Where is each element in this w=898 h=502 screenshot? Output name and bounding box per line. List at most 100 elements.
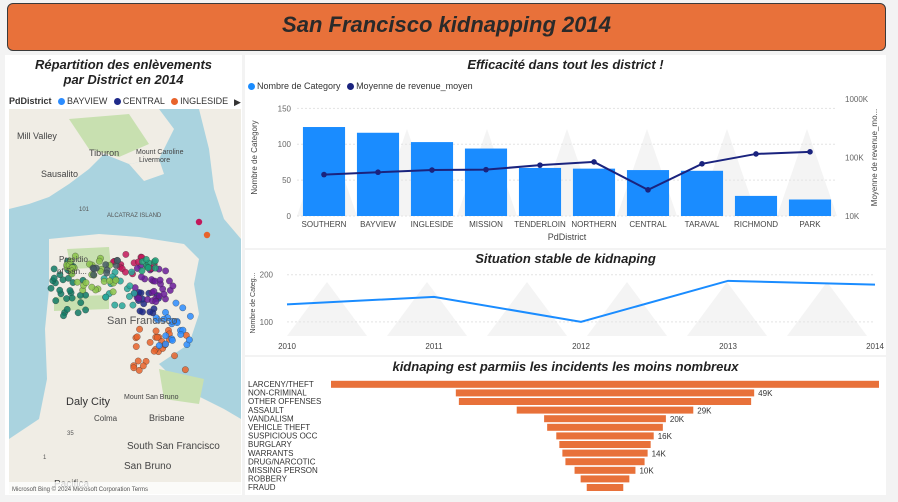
bar-taraval xyxy=(681,171,723,216)
map-label-brisbane: Brisbane xyxy=(149,413,185,423)
trend-line xyxy=(287,281,875,322)
district-point xyxy=(187,313,193,319)
district-point xyxy=(153,328,159,334)
district-point xyxy=(138,274,144,280)
funnel-bar-robbery xyxy=(581,475,630,482)
combo-legend-revenue[interactable]: Moyenne de revenue_moyen xyxy=(356,81,473,91)
map-legend-label: PdDistrict xyxy=(9,96,52,106)
y-tick-label: 100 xyxy=(278,140,292,149)
district-point xyxy=(75,310,81,316)
map-label-san-bruno: San Bruno xyxy=(124,461,172,472)
incident-funnel-chart: LARCENY/THEFTNON-CRIMINAL 49KOTHER OFFENS… xyxy=(245,375,886,495)
x-tick-label: 2013 xyxy=(719,342,737,351)
x-tick-label: TARAVAL xyxy=(685,220,720,229)
district-point xyxy=(106,278,112,284)
x-tick-label: NORTHERN xyxy=(571,220,616,229)
district-point xyxy=(136,295,142,301)
map-legend: PdDistrict BAYVIEW CENTRAL INGLESIDE xyxy=(9,96,228,106)
district-point xyxy=(63,295,69,301)
funnel-bar-assault xyxy=(517,407,694,414)
incident-funnel-panel: kidnaping est parmiis les incidents les … xyxy=(245,357,886,495)
map-label-mill-valley: Mill Valley xyxy=(17,131,57,141)
district-point xyxy=(204,232,210,238)
map-title-line1: Répartition des enlèvements xyxy=(5,57,242,72)
x-tick-label: 2011 xyxy=(425,342,443,351)
district-point xyxy=(57,287,63,293)
bg-hex-decoration xyxy=(487,282,567,336)
district-point xyxy=(89,284,95,290)
revenue-point-taraval xyxy=(699,161,705,167)
district-point xyxy=(123,251,129,257)
district-point xyxy=(48,285,54,291)
funnel-category-label: FRAUD xyxy=(248,483,276,492)
bar-ingleside xyxy=(411,142,453,216)
district-point xyxy=(90,272,96,278)
district-point xyxy=(130,302,136,308)
y-tick-label: 0 xyxy=(287,212,292,221)
y2-tick-label: 10K xyxy=(845,212,860,221)
legend-dot-ingleside xyxy=(171,98,178,105)
legend-dot-count xyxy=(248,83,255,90)
y-tick-label: 200 xyxy=(260,271,274,280)
funnel-data-label: 29K xyxy=(697,406,712,415)
district-point xyxy=(177,331,183,337)
map-attribution: Microsoft Bing © 2024 Microsoft Corporat… xyxy=(12,486,148,493)
combo-legend-count[interactable]: Nombre de Category xyxy=(257,81,341,91)
district-point xyxy=(161,291,167,297)
funnel-bar-drug-narcotic xyxy=(565,458,644,465)
legend-next-arrow-icon[interactable]: ▶ xyxy=(234,97,241,108)
district-point xyxy=(104,270,110,276)
district-point xyxy=(126,293,132,299)
district-point xyxy=(143,256,149,262)
district-point xyxy=(152,265,158,271)
x-tick-label: 2012 xyxy=(572,342,590,351)
district-map[interactable]: Tiburon Mount Caroline Livermore Mill Va… xyxy=(9,109,241,494)
district-point xyxy=(162,268,168,274)
district-point xyxy=(186,337,192,343)
bg-hex-decoration xyxy=(687,282,767,336)
y-tick-label: 150 xyxy=(278,104,292,113)
map-label-presidio: Presidio xyxy=(59,255,88,264)
funnel-chart-title: kidnaping est parmiis les incidents les … xyxy=(245,359,886,374)
combo-chart-legend: Nombre de Category Moyenne de revenue_mo… xyxy=(248,81,473,91)
map-label-mount-caroline: Mount Caroline xyxy=(136,149,184,156)
x-tick-label: RICHMOND xyxy=(734,220,778,229)
district-point xyxy=(152,257,158,263)
district-point xyxy=(113,277,119,283)
map-legend-item-bayview[interactable]: BAYVIEW xyxy=(67,96,107,106)
funnel-data-label: 10K xyxy=(639,467,654,476)
map-label-daly-city: Daly City xyxy=(66,396,111,408)
y2-tick-label: 1000K xyxy=(845,95,869,104)
bar-tenderloin xyxy=(519,168,561,216)
funnel-bar-warrants xyxy=(562,450,647,457)
map-legend-item-ingleside[interactable]: INGLESIDE xyxy=(180,96,228,106)
map-label-tiburon: Tiburon xyxy=(89,148,119,158)
district-point xyxy=(128,269,134,275)
revenue-point-ingleside xyxy=(429,167,435,173)
bg-hex-decoration xyxy=(387,282,467,336)
district-point xyxy=(151,288,157,294)
district-point xyxy=(78,299,84,305)
funnel-data-label: 16K xyxy=(658,432,673,441)
map-label-colma: Colma xyxy=(94,414,118,423)
district-point xyxy=(163,333,169,339)
x-tick-label: BAYVIEW xyxy=(360,220,396,229)
district-point xyxy=(127,283,133,289)
bg-hex-decoration xyxy=(787,282,867,336)
district-point xyxy=(133,343,139,349)
district-point xyxy=(96,258,102,264)
legend-dot-bayview xyxy=(58,98,65,105)
district-point xyxy=(134,334,140,340)
y2-tick-label: 100K xyxy=(845,154,864,163)
dashboard-header: San Francisco kidnapping 2014 xyxy=(7,3,886,51)
map-legend-item-central[interactable]: CENTRAL xyxy=(123,96,165,106)
district-point xyxy=(119,303,125,309)
funnel-bar-vehicle-theft xyxy=(547,424,663,431)
revenue-point-southern xyxy=(321,172,327,178)
y-tick-label: 100 xyxy=(260,318,274,327)
y-axis-label: Nombre de Category xyxy=(250,120,259,194)
district-point xyxy=(156,342,162,348)
district-point xyxy=(131,365,137,371)
x-tick-label: MISSION xyxy=(469,220,503,229)
district-point xyxy=(157,277,163,283)
